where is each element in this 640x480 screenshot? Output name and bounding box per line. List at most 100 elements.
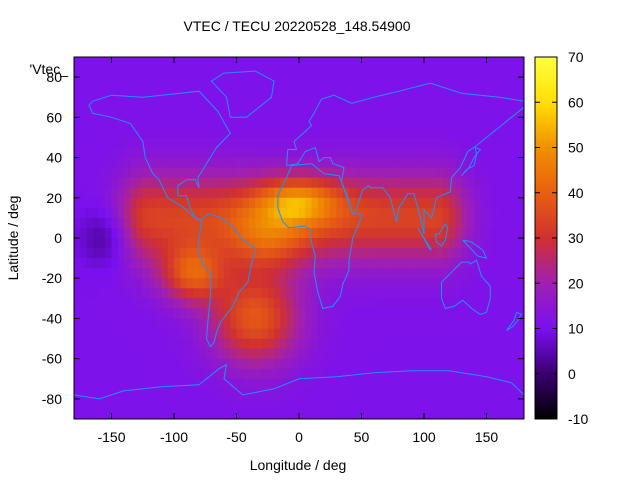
heatmap-cell	[174, 197, 181, 209]
heatmap-cell	[517, 388, 524, 400]
heatmap-cell	[192, 107, 200, 118]
heatmap-cell	[299, 318, 306, 330]
heatmap-cell	[430, 278, 438, 289]
heatmap-cell	[192, 77, 200, 88]
heatmap-cell	[86, 408, 94, 419]
heatmap-cell	[424, 318, 431, 330]
heatmap-cell	[224, 278, 231, 289]
heatmap-cell	[399, 127, 406, 139]
heatmap-cell	[105, 217, 113, 229]
heatmap-cell	[261, 378, 269, 390]
heatmap-cell	[342, 398, 350, 410]
heatmap-cell	[474, 358, 481, 370]
heatmap-cell	[286, 268, 294, 279]
heatmap-cell	[467, 288, 475, 299]
heatmap-cell	[205, 248, 213, 259]
heatmap-cell	[174, 288, 181, 299]
heatmap-cell	[499, 298, 506, 309]
heatmap-cell	[324, 127, 331, 139]
heatmap-cell	[317, 157, 325, 169]
heatmap-cell	[305, 197, 313, 209]
heatmap-cell	[411, 217, 419, 229]
heatmap-cell	[349, 368, 356, 380]
heatmap-cell	[442, 398, 450, 410]
heatmap-cell	[99, 258, 106, 269]
heatmap-cell	[230, 358, 238, 370]
heatmap-cell	[467, 328, 475, 340]
heatmap-cell	[399, 398, 406, 410]
heatmap-cell	[117, 268, 125, 279]
coastline	[434, 222, 449, 247]
heatmap-cell	[192, 288, 200, 299]
heatmap-cell	[242, 137, 250, 149]
heatmap-cell	[436, 388, 444, 400]
heatmap-cell	[349, 338, 356, 350]
heatmap-cell	[299, 258, 306, 269]
heatmap-cell	[186, 398, 194, 410]
coastlines	[74, 70, 524, 400]
heatmap-cell	[117, 298, 125, 309]
heatmap-cell	[467, 278, 475, 289]
heatmap-cell	[111, 248, 119, 259]
heatmap-cell	[442, 177, 450, 189]
heatmap-cell	[105, 258, 113, 269]
heatmap-cell	[286, 97, 294, 108]
heatmap-cell	[367, 298, 375, 309]
heatmap-cell	[380, 147, 388, 159]
heatmap-cell	[330, 177, 338, 189]
heatmap-cell	[480, 268, 488, 279]
heatmap-cell	[236, 378, 244, 390]
heatmap-cell	[386, 388, 394, 400]
heatmap-cell	[467, 318, 475, 330]
heatmap-cell	[224, 338, 231, 350]
heatmap-cell	[436, 398, 444, 410]
heatmap-cell	[424, 398, 431, 410]
heatmap-cell	[149, 77, 156, 88]
heatmap-cell	[511, 77, 519, 88]
heatmap-cell	[317, 268, 325, 279]
heatmap-cell	[436, 268, 444, 279]
heatmap-cell	[242, 348, 250, 360]
heatmap-cell	[236, 408, 244, 419]
heatmap-cell	[280, 378, 288, 390]
heatmap-cell	[149, 147, 156, 159]
heatmap-cell	[355, 338, 363, 350]
heatmap-cell	[249, 217, 256, 229]
heatmap-cell	[149, 127, 156, 139]
heatmap-cell	[355, 358, 363, 370]
heatmap-cell	[486, 378, 494, 390]
heatmap-cell	[80, 258, 88, 269]
heatmap-cell	[280, 67, 288, 78]
heatmap-cell	[392, 77, 400, 88]
heatmap-cell	[217, 197, 225, 209]
heatmap-cell	[511, 197, 519, 209]
heatmap-cell	[267, 217, 275, 229]
heatmap-cell	[499, 248, 506, 259]
heatmap-cell	[405, 127, 413, 139]
heatmap-cell	[349, 268, 356, 279]
heatmap-cell	[430, 197, 438, 209]
heatmap-cell	[92, 117, 100, 128]
heatmap-cell	[511, 338, 519, 350]
heatmap-cell	[492, 408, 500, 419]
heatmap-cell	[124, 328, 131, 340]
heatmap-cell	[330, 127, 338, 139]
heatmap-cell	[255, 368, 263, 380]
heatmap-cell	[174, 217, 181, 229]
heatmap-cell	[267, 197, 275, 209]
heatmap-cell	[486, 238, 494, 249]
heatmap-cell	[461, 388, 469, 400]
heatmap-cell	[280, 77, 288, 88]
heatmap-cell	[505, 227, 513, 239]
heatmap-cell	[111, 57, 119, 68]
heatmap-cell	[86, 308, 94, 320]
heatmap-cell	[267, 398, 275, 410]
heatmap-cell	[336, 318, 344, 330]
heatmap-cell	[349, 177, 356, 189]
heatmap-cell	[74, 258, 81, 269]
heatmap-cell	[124, 248, 131, 259]
heatmap-cell	[405, 227, 413, 239]
heatmap-cell	[242, 258, 250, 269]
heatmap-cell	[155, 187, 163, 199]
heatmap-cell	[474, 197, 481, 209]
